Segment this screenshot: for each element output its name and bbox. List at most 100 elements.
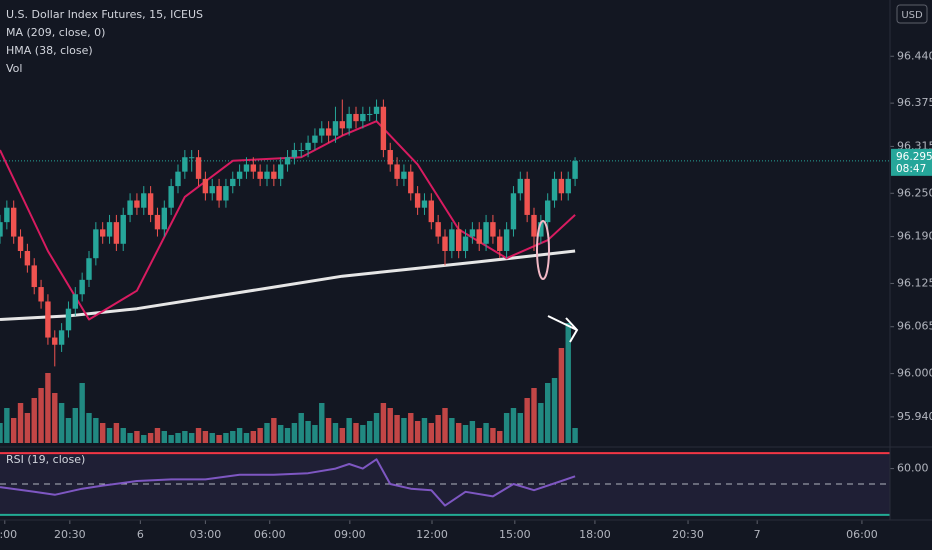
candle-body bbox=[79, 279, 85, 295]
x-tick-label: 03:00 bbox=[190, 528, 222, 541]
candle-body bbox=[387, 150, 393, 165]
currency[interactable]: USD bbox=[901, 10, 923, 21]
volume-bar bbox=[462, 425, 469, 443]
volume-bar bbox=[346, 418, 352, 443]
volume-bar bbox=[195, 428, 202, 443]
volume-bar bbox=[449, 418, 455, 443]
candle-body bbox=[305, 142, 311, 151]
candle-body bbox=[524, 178, 530, 215]
volume-bar bbox=[52, 393, 58, 443]
candle-body bbox=[572, 160, 578, 179]
candle-body bbox=[373, 106, 380, 114]
volume-bar bbox=[366, 421, 373, 443]
candle-body bbox=[202, 178, 209, 194]
volume-bar bbox=[291, 423, 298, 443]
annotation-ellipse bbox=[536, 220, 550, 280]
candle-body bbox=[0, 222, 3, 237]
candle-body bbox=[209, 186, 215, 194]
volume-bar bbox=[558, 348, 565, 443]
volume-bar bbox=[373, 413, 380, 443]
candle-body bbox=[113, 222, 120, 244]
volume-bar bbox=[483, 423, 489, 443]
candle-body bbox=[31, 265, 37, 288]
y-tick-label: 96.375 bbox=[897, 96, 932, 109]
volume-bar bbox=[271, 418, 277, 443]
candle-body bbox=[17, 236, 24, 251]
candle-body bbox=[551, 178, 558, 201]
candle-body bbox=[264, 171, 270, 179]
volume-bar bbox=[175, 433, 181, 443]
volume-bar bbox=[209, 433, 215, 443]
candle-body bbox=[517, 178, 524, 194]
candle-body bbox=[544, 200, 551, 223]
volume-bar bbox=[325, 418, 332, 443]
candle-body bbox=[188, 157, 195, 159]
volume-bar bbox=[332, 423, 339, 443]
volume-bar bbox=[428, 423, 435, 443]
y-tick-label: 96.250 bbox=[897, 186, 932, 199]
volume-bar bbox=[188, 433, 195, 443]
candle-body bbox=[72, 294, 79, 309]
x-tick-label: 15:00 bbox=[499, 528, 531, 541]
volume-bar bbox=[38, 388, 44, 443]
candle-body bbox=[503, 229, 510, 251]
candle-body bbox=[394, 164, 400, 179]
candle-body bbox=[291, 150, 298, 158]
x-tick-label: 06:00 bbox=[254, 528, 286, 541]
candle-body bbox=[319, 128, 325, 136]
volume-bar bbox=[284, 428, 291, 443]
candle-body bbox=[380, 106, 387, 151]
volume-bar bbox=[510, 408, 517, 443]
volume-bar bbox=[264, 423, 270, 443]
volume-bar bbox=[319, 403, 325, 443]
candle-body bbox=[127, 200, 133, 215]
volume-bar bbox=[277, 425, 284, 443]
volume-bar bbox=[161, 431, 168, 443]
y-tick-label: 96.065 bbox=[897, 320, 932, 333]
volume-bar bbox=[58, 403, 65, 443]
volume-bar bbox=[223, 433, 229, 443]
candle-body bbox=[182, 157, 188, 172]
currency-box[interactable] bbox=[896, 4, 928, 24]
candle-body bbox=[339, 121, 346, 129]
volume-bar bbox=[216, 435, 222, 443]
candle-body bbox=[120, 214, 126, 244]
y-tick-label: 96.000 bbox=[897, 367, 932, 380]
candle-body bbox=[38, 287, 44, 302]
candle-body bbox=[483, 222, 489, 244]
rsi-tick-label: 60.00 bbox=[897, 462, 929, 475]
x-tick-label: 8:00 bbox=[0, 528, 17, 541]
volume-bar bbox=[182, 431, 188, 443]
candle-body bbox=[435, 222, 441, 237]
x-tick-label: 18:00 bbox=[579, 528, 611, 541]
volume-bar bbox=[45, 373, 51, 443]
candle-body bbox=[558, 178, 565, 194]
volume-bar bbox=[312, 425, 318, 443]
volume-bar bbox=[442, 408, 448, 443]
volume-bar bbox=[565, 323, 571, 443]
candle-body bbox=[271, 171, 277, 179]
volume-bar bbox=[141, 435, 147, 443]
x-tick-label: 7 bbox=[754, 528, 761, 541]
volume-bar bbox=[93, 418, 99, 443]
volume-bar bbox=[305, 421, 311, 443]
candle-body bbox=[346, 113, 352, 129]
candle-body bbox=[147, 193, 154, 215]
volume-bar bbox=[120, 428, 126, 443]
candle-body bbox=[497, 236, 503, 251]
candle-body bbox=[565, 178, 571, 194]
volume-bar bbox=[298, 413, 304, 443]
candle-body bbox=[236, 171, 243, 179]
volume-bar bbox=[387, 408, 393, 443]
candle-body bbox=[93, 229, 99, 259]
volume-bar bbox=[401, 418, 407, 443]
y-tick-label: 96.190 bbox=[897, 230, 932, 243]
volume-bar bbox=[544, 383, 551, 443]
candle-body bbox=[216, 186, 222, 201]
candle-body bbox=[141, 193, 147, 208]
volume-bar bbox=[408, 413, 414, 443]
candle-body bbox=[230, 178, 236, 187]
volume-bar bbox=[503, 413, 510, 443]
